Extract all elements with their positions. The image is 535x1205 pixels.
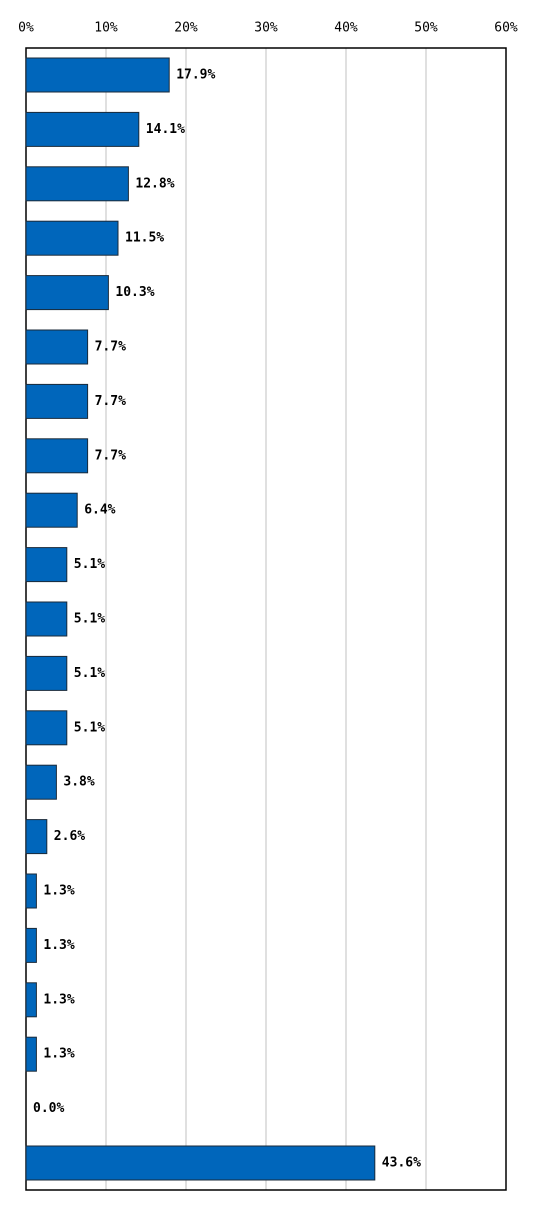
- value-label: 11.5%: [125, 231, 164, 246]
- value-label: 1.3%: [43, 992, 74, 1007]
- bar: [25, 873, 37, 909]
- bar: [25, 1145, 376, 1181]
- value-label: 7.7%: [95, 448, 126, 463]
- value-label: 6.4%: [84, 503, 115, 518]
- value-label: 5.1%: [74, 720, 105, 735]
- value-label: 7.7%: [95, 340, 126, 355]
- bar: [25, 1036, 37, 1072]
- value-label: 1.3%: [43, 938, 74, 953]
- value-label: 43.6%: [382, 1156, 421, 1171]
- value-label: 12.8%: [135, 176, 174, 191]
- x-tick-label: 40%: [334, 21, 358, 36]
- bar: [25, 601, 68, 637]
- value-label: 17.9%: [176, 68, 215, 83]
- bar: [25, 329, 89, 365]
- bar: [25, 57, 170, 93]
- value-label: 10.3%: [115, 285, 154, 300]
- bar: [25, 220, 119, 256]
- value-label: 7.7%: [95, 394, 126, 409]
- value-label: 2.6%: [54, 829, 85, 844]
- x-tick-label: 10%: [94, 21, 118, 36]
- value-label: 5.1%: [74, 557, 105, 572]
- bar: [25, 166, 129, 202]
- bar: [25, 819, 48, 855]
- bar: [25, 710, 68, 746]
- value-label: 0.0%: [33, 1101, 64, 1116]
- value-label: 1.3%: [43, 884, 74, 899]
- bar: [25, 438, 89, 474]
- x-tick-label: 50%: [414, 21, 438, 36]
- bar: [25, 383, 89, 419]
- bar: [25, 927, 37, 963]
- bar: [25, 492, 78, 528]
- value-label: 5.1%: [74, 612, 105, 627]
- bar: [25, 982, 37, 1018]
- value-label: 3.8%: [63, 775, 94, 790]
- bar: [25, 764, 57, 800]
- x-tick-label: 0%: [18, 21, 34, 36]
- x-tick-label: 60%: [494, 21, 518, 36]
- x-tick-label: 30%: [254, 21, 278, 36]
- value-label: 14.1%: [146, 122, 185, 137]
- bar: [25, 655, 68, 691]
- bar: [25, 275, 109, 311]
- value-label: 1.3%: [43, 1047, 74, 1062]
- bar: [25, 111, 140, 147]
- x-tick-label: 20%: [174, 21, 198, 36]
- value-label: 5.1%: [74, 666, 105, 681]
- bar: [25, 547, 68, 583]
